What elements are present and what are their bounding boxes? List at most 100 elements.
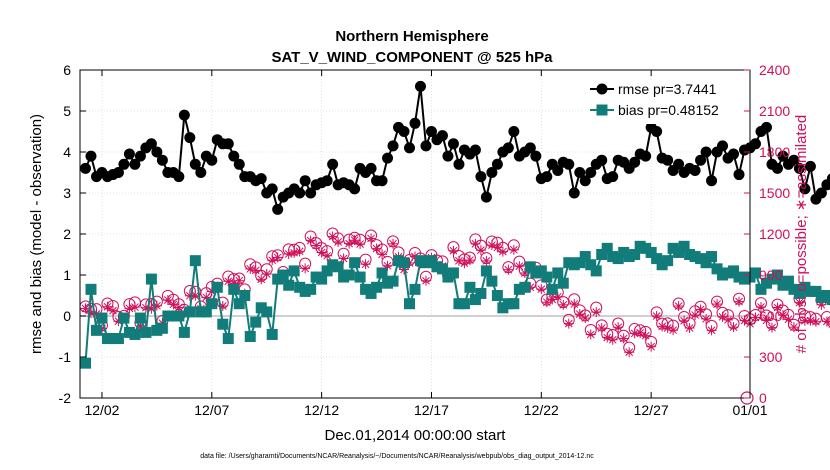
obs-assimilated-marker: [481, 255, 492, 266]
y-right-tick-label: 0: [759, 390, 767, 406]
rmse-point: [651, 126, 663, 137]
bias-point: [508, 298, 520, 310]
obs-assimilated-marker: [366, 233, 377, 244]
obs-asterisk-stroke: [707, 326, 716, 335]
bias-point: [217, 318, 229, 330]
bias-point: [678, 240, 690, 252]
bias-point: [585, 259, 597, 271]
y-axis-ticks: -2 -1 0 1 2 3 4 5 6: [59, 62, 86, 406]
obs-asterisk-stroke: [301, 264, 310, 273]
bias-point: [349, 257, 361, 269]
obs-asterisk-stroke: [262, 270, 271, 278]
rmse-point: [79, 162, 91, 174]
bias-point: [343, 269, 355, 281]
rmse-point: [480, 191, 492, 203]
obs-assimilated-marker: [766, 322, 777, 333]
y-tick-label: -1: [59, 349, 72, 365]
obs-asterisk-stroke: [658, 322, 667, 331]
rmse-point: [266, 183, 278, 195]
obs-asterisk-stroke: [751, 313, 760, 322]
obs-asterisk-stroke: [768, 323, 776, 332]
bias-point: [85, 283, 97, 295]
rmse-point: [585, 167, 597, 178]
rmse-point: [777, 150, 789, 162]
bias-point: [239, 290, 251, 301]
obs-assimilated-marker: [761, 315, 772, 326]
bias-point: [425, 255, 437, 267]
obs-asterisk-stroke: [647, 342, 656, 351]
rmse-point: [134, 150, 146, 162]
legend-bias-marker: [596, 104, 608, 116]
obs-asterisk-stroke: [614, 323, 623, 332]
obs-asterisk-stroke: [735, 297, 743, 306]
bias-point: [475, 287, 487, 299]
series-layer: [79, 80, 830, 369]
rmse-point: [145, 138, 157, 150]
obs-asterisk-stroke: [674, 302, 683, 310]
rmse-point: [491, 158, 503, 170]
obs-assimilated-marker: [613, 322, 624, 333]
bias-point: [826, 294, 830, 306]
bias-point: [129, 328, 141, 340]
rmse-point: [255, 173, 267, 185]
rmse-point: [788, 154, 800, 166]
rmse-point: [760, 121, 772, 133]
bias-point: [184, 306, 196, 318]
rmse-point: [689, 164, 701, 176]
obs-asterisk-stroke: [812, 317, 820, 326]
rmse-point: [151, 146, 163, 158]
rmse-point: [420, 140, 432, 152]
obs-assimilated-marker: [673, 301, 684, 312]
legend-rmse-marker: [596, 83, 608, 95]
bias-point: [541, 271, 553, 283]
obs-asterisk-stroke: [356, 240, 364, 249]
obs-asterisk-stroke: [284, 250, 293, 258]
y-right-tick-label: 1500: [759, 185, 790, 201]
bias-point: [749, 267, 761, 279]
bias-point: [645, 246, 657, 258]
obs-assimilated-marker: [607, 334, 618, 345]
rmse-point: [826, 173, 830, 184]
rmse-point: [673, 158, 685, 170]
obs-assimilated-marker: [107, 305, 118, 316]
obs-asterisk-stroke: [449, 246, 458, 255]
obs-assimilated-marker: [322, 250, 333, 261]
rmse-point: [376, 175, 388, 187]
obs-asterisk-stroke: [625, 348, 634, 357]
legend-bias-label: bias pr=0.48152: [618, 102, 719, 118]
rmse-point: [524, 142, 536, 154]
rmse-point: [771, 162, 783, 174]
obs-asterisk-stroke: [487, 241, 496, 250]
obs-assimilated-marker: [360, 259, 371, 270]
bias-point: [398, 257, 410, 269]
obs-assimilated-marker: [794, 297, 805, 308]
rmse-point: [321, 175, 333, 187]
obs-asterisk-stroke: [273, 253, 282, 262]
bias-point: [321, 265, 333, 277]
x-tick-label: 12/22: [524, 402, 559, 418]
obs-assimilated-marker: [734, 296, 745, 307]
bias-point: [173, 310, 185, 322]
bias-point: [612, 253, 624, 265]
y-axis-label: rmse and bias (model - observation): [28, 114, 45, 354]
bias-point: [590, 265, 602, 277]
rmse-point: [129, 158, 141, 170]
obs-asterisk-stroke: [131, 303, 139, 311]
obs-asterisk-stroke: [685, 324, 694, 332]
rmse-point: [294, 187, 306, 199]
bias-point: [755, 283, 767, 295]
obs-asterisk-stroke: [586, 330, 595, 339]
obs-asterisk-stroke: [795, 298, 804, 307]
bias-point: [261, 306, 273, 318]
bias-point: [404, 298, 416, 310]
y-right-tick-label: 2400: [759, 62, 790, 78]
y-right-tick-label: 1200: [759, 226, 790, 242]
obs-asterisk-stroke: [504, 265, 513, 274]
rmse-point: [574, 167, 586, 178]
x-axis-label: Dec.01,2014 00:00:00 start: [325, 427, 507, 444]
obs-asterisk-stroke: [361, 260, 370, 269]
bias-point: [211, 281, 223, 293]
bias-point: [233, 298, 245, 310]
rmse-point: [365, 162, 377, 174]
x-tick-label: 12/07: [194, 402, 229, 418]
